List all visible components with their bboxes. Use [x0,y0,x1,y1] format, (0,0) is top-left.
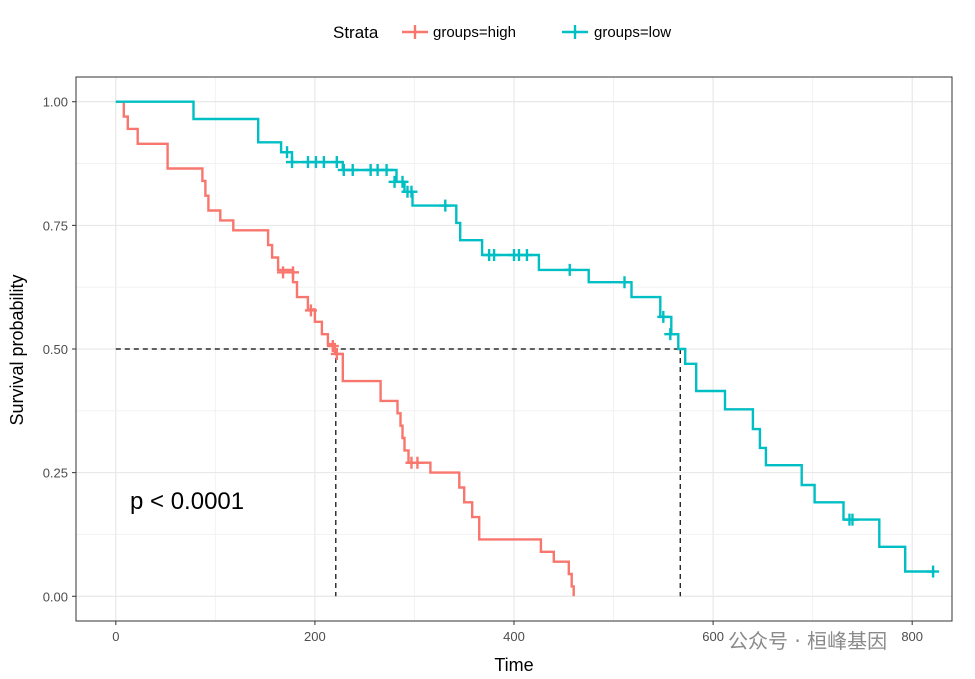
legend-key-low [562,25,588,39]
legend-label-high: groups=high [433,24,516,41]
censor-marks [277,146,940,578]
censor-mark [330,156,343,169]
km-curve-high [115,100,575,597]
censor-mark [664,328,677,341]
watermark: 公众号 · 桓峰基因 [728,629,887,653]
x-tick-label: 0 [112,629,119,644]
censor-mark [317,156,330,169]
censor-mark [286,156,299,169]
censor-mark [488,249,501,262]
censor-mark [396,175,409,188]
median-lines [115,348,681,597]
censor-mark [657,310,670,323]
censor-mark [405,185,418,198]
p-value-annotation: p < 0.0001 [130,488,244,515]
censor-mark [927,565,940,578]
censor-mark [304,304,317,317]
censor-mark [618,276,631,289]
legend-title: Strata [333,23,379,42]
legend: Strata groups=high groups=low [333,23,671,42]
y-tick-label: 0.75 [43,218,68,233]
censor-mark [439,199,452,212]
censor-mark [520,249,533,262]
x-axis-ticks: 0 200 400 600 800 [112,621,923,644]
y-axis-title: Survival probability [7,274,27,425]
censor-mark [346,163,359,176]
x-axis-title: Time [494,655,533,675]
x-tick-label: 400 [503,629,525,644]
y-tick-label: 0.25 [43,466,68,481]
x-tick-label: 800 [901,629,923,644]
censor-mark [330,347,343,360]
censor-mark [846,513,859,526]
censor-mark [380,163,393,176]
x-tick-label: 600 [702,629,724,644]
x-tick-label: 200 [304,629,326,644]
legend-key-high [402,25,428,39]
censor-mark [411,456,424,469]
censor-mark [563,263,576,276]
censor-mark [287,266,300,279]
y-tick-label: 0.50 [43,342,68,357]
y-tick-label: 1.00 [43,95,68,110]
censor-mark [281,146,294,159]
legend-label-low: groups=low [594,24,671,41]
censor-mark [326,340,339,353]
y-tick-label: 0.00 [43,589,68,604]
y-axis-ticks: 0.00 0.25 0.50 0.75 1.00 [43,95,76,604]
